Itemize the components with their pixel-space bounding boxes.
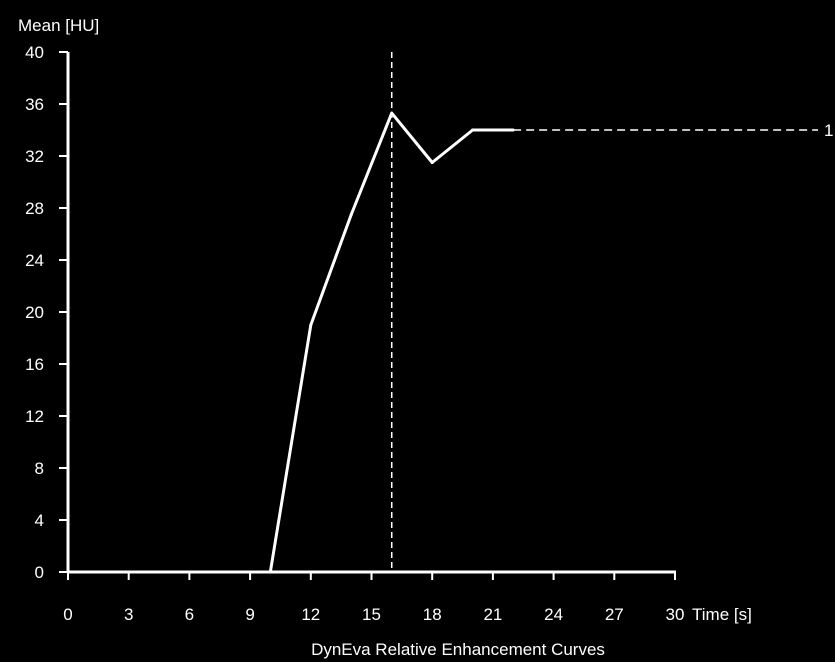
series-point <box>309 323 313 327</box>
x-tick-label: 3 <box>124 605 133 624</box>
series-group: 1 <box>268 111 833 574</box>
x-tick-label: 6 <box>185 605 194 624</box>
x-tick-label: 9 <box>245 605 254 624</box>
x-axis-ticks: 0 3 6 9 12 15 18 21 24 27 30 <box>63 572 684 624</box>
y-tick-label: 40 <box>25 43 44 62</box>
y-tick-label: 16 <box>25 355 44 374</box>
x-tick-label: 24 <box>544 605 563 624</box>
y-tick-label: 8 <box>35 459 44 478</box>
y-tick-label: 0 <box>35 563 44 582</box>
series-point <box>268 570 272 574</box>
y-axis-ticks: 0 4 8 12 16 20 24 28 32 36 40 <box>25 43 68 582</box>
y-tick-label: 24 <box>25 251 44 270</box>
x-tick-label: 15 <box>362 605 381 624</box>
y-tick-label: 28 <box>25 199 44 218</box>
x-tick-label: 30 <box>666 605 685 624</box>
x-tick-label: 0 <box>63 605 72 624</box>
y-tick-label: 12 <box>25 407 44 426</box>
y-tick-label: 32 <box>25 147 44 166</box>
y-tick-label: 20 <box>25 303 44 322</box>
chart-title: DynEva Relative Enhancement Curves <box>311 640 605 659</box>
x-tick-label: 12 <box>301 605 320 624</box>
y-tick-label: 36 <box>25 95 44 114</box>
y-tick-label: 4 <box>35 511 44 530</box>
x-axis-title: Time [s] <box>692 605 752 624</box>
series-point <box>349 213 353 216</box>
y-axis-title: Mean [HU] <box>18 16 99 35</box>
series-point <box>430 161 434 164</box>
x-tick-label: 21 <box>483 605 502 624</box>
x-tick-label: 18 <box>423 605 442 624</box>
x-tick-label: 27 <box>605 605 624 624</box>
series-point <box>471 128 475 132</box>
series-point <box>390 111 394 115</box>
series-label: 1 <box>824 121 833 140</box>
